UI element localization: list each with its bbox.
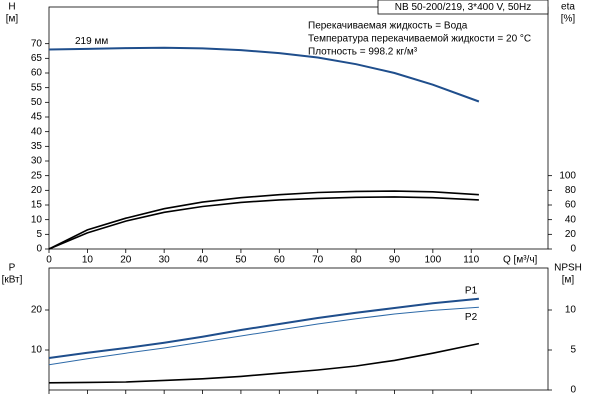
x-tick-label: 100 — [425, 255, 442, 266]
chart-title: NB 50-200/219, 3*400 V, 50Hz — [395, 2, 531, 13]
x-tick-label: 80 — [351, 255, 363, 266]
annotation: Температура перекачиваемой жидкости = 20… — [308, 34, 531, 45]
curve — [48, 190, 479, 250]
y-tick-label: 30 — [31, 156, 43, 167]
y-tick-label: 50 — [31, 97, 43, 108]
curve — [48, 306, 479, 366]
curve — [48, 297, 479, 359]
x-tick-label: 50 — [235, 255, 247, 266]
x-tick-label: 10 — [82, 255, 94, 266]
y2-tick-label: 60 — [565, 200, 577, 211]
x-tick-label: 20 — [120, 255, 132, 266]
y2-axis-unit: [м] — [562, 275, 575, 286]
y-tick-label: 70 — [31, 38, 43, 49]
series-label: P2 — [465, 312, 478, 323]
y-tick-label: 55 — [31, 82, 43, 93]
y-tick-label: 15 — [31, 200, 43, 211]
annotation: Перекачиваемая жидкость = Вода — [308, 21, 468, 32]
y-tick-label: 10 — [31, 345, 43, 356]
annotation: Плотность = 998.2 кг/м³ — [308, 47, 418, 58]
x-tick-label: 60 — [274, 255, 286, 266]
x-axis-label: Q [м³/ч] — [503, 255, 538, 266]
y-tick-label: 10 — [31, 214, 43, 225]
y-axis-label: H — [8, 2, 15, 13]
y-tick-label: 65 — [31, 53, 43, 64]
y2-tick-label: 100 — [559, 170, 576, 181]
title-box — [377, 0, 549, 15]
y2-tick-label: 20 — [565, 229, 577, 240]
x-tick-label: 90 — [389, 255, 401, 266]
y2-tick-label: 10 — [565, 305, 577, 316]
plot-frame — [48, 267, 549, 391]
y-tick-label: 60 — [31, 68, 43, 79]
x-tick-label: 0 — [46, 255, 52, 266]
y-tick-label: 40 — [31, 126, 43, 137]
y2-tick-label: 5 — [570, 345, 576, 356]
y2-axis-label: NPSH — [554, 263, 582, 274]
y2-tick-label: 80 — [565, 185, 577, 196]
y-tick-label: 20 — [31, 185, 43, 196]
x-tick-label: 110 — [463, 255, 479, 266]
y2-tick-label: 0 — [570, 385, 576, 396]
x-tick-label: 40 — [197, 255, 209, 266]
series-label: P1 — [465, 285, 478, 296]
curve — [48, 342, 480, 384]
y-tick-label: 45 — [31, 112, 43, 123]
y-tick-label: 5 — [36, 229, 42, 240]
x-tick-label: 30 — [159, 255, 171, 266]
y-axis-label: P — [9, 263, 16, 274]
y2-axis-unit: [%] — [561, 14, 576, 25]
y-tick-label: 35 — [31, 141, 43, 152]
plot-frame — [48, 6, 549, 250]
curve — [48, 46, 480, 103]
y2-tick-label: 0 — [570, 244, 576, 255]
x-tick-label: 70 — [312, 255, 324, 266]
y2-axis-label: eta — [561, 2, 575, 13]
y-tick-label: 25 — [31, 170, 43, 181]
y2-tick-label: 40 — [565, 214, 577, 225]
curve — [48, 196, 479, 250]
y-axis-unit: [м] — [6, 14, 19, 25]
series-label: 219 мм — [75, 36, 108, 47]
y-axis-unit: [кВт] — [2, 275, 23, 286]
y-tick-label: 20 — [31, 305, 43, 316]
y-tick-label: 0 — [36, 244, 42, 255]
